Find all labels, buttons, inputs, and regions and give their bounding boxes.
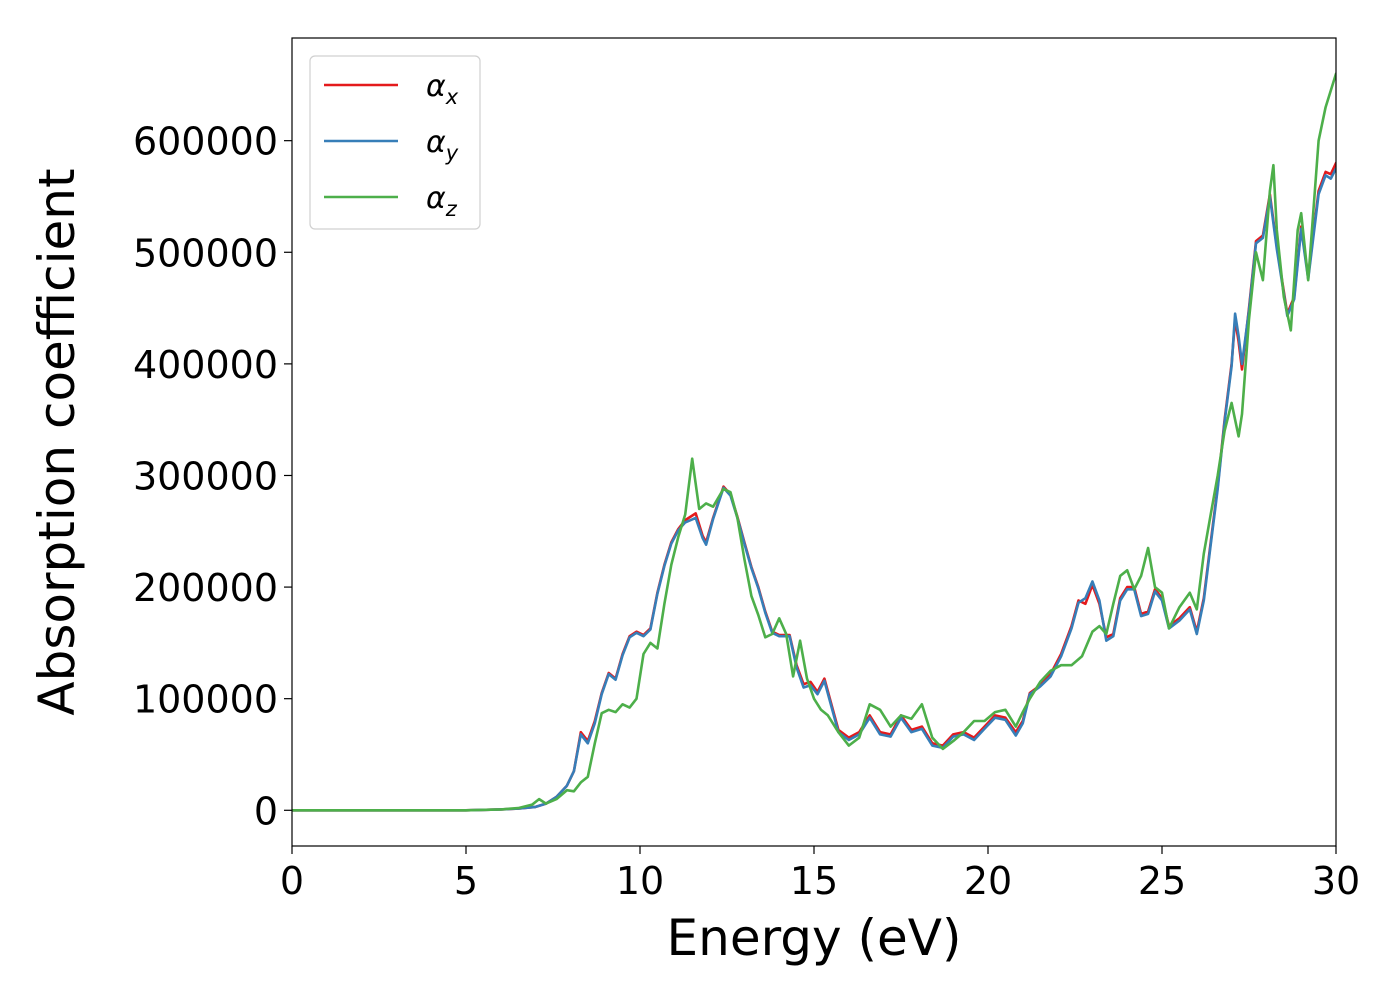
x-tick-label: 20 — [964, 859, 1012, 903]
x-tick-label: 30 — [1312, 859, 1360, 903]
y-tick-label: 500000 — [133, 231, 278, 275]
x-tick-label: 0 — [280, 859, 304, 903]
y-tick-label: 100000 — [133, 678, 278, 722]
legend-box — [309, 55, 481, 230]
series-line-y — [292, 167, 1336, 812]
legend: αx αy αz — [309, 55, 481, 230]
series-line-x — [292, 161, 1336, 812]
series-layer — [292, 72, 1336, 812]
y-tick-label: 0 — [254, 789, 278, 833]
y-tick-label: 600000 — [133, 120, 278, 164]
y-axis-title: Absorption coefficient — [28, 168, 86, 715]
x-tick-label: 25 — [1138, 859, 1186, 903]
y-tick-label: 200000 — [133, 566, 278, 610]
x-axis-ticks: 0 5 10 15 20 25 30 — [280, 846, 1360, 903]
y-tick-label: 300000 — [133, 454, 278, 498]
legend-label-y: αy — [426, 125, 459, 165]
x-tick-label: 10 — [616, 859, 664, 903]
series-line-z — [292, 72, 1336, 812]
legend-label-x: αx — [426, 69, 459, 109]
y-tick-label: 400000 — [133, 343, 278, 387]
y-axis-ticks: 0 100000 200000 300000 400000 500000 600000 — [133, 120, 292, 833]
x-axis-title: Energy (eV) — [667, 909, 962, 967]
x-tick-label: 5 — [454, 859, 478, 903]
legend-label-z: αz — [426, 181, 458, 221]
x-tick-label: 15 — [790, 859, 838, 903]
